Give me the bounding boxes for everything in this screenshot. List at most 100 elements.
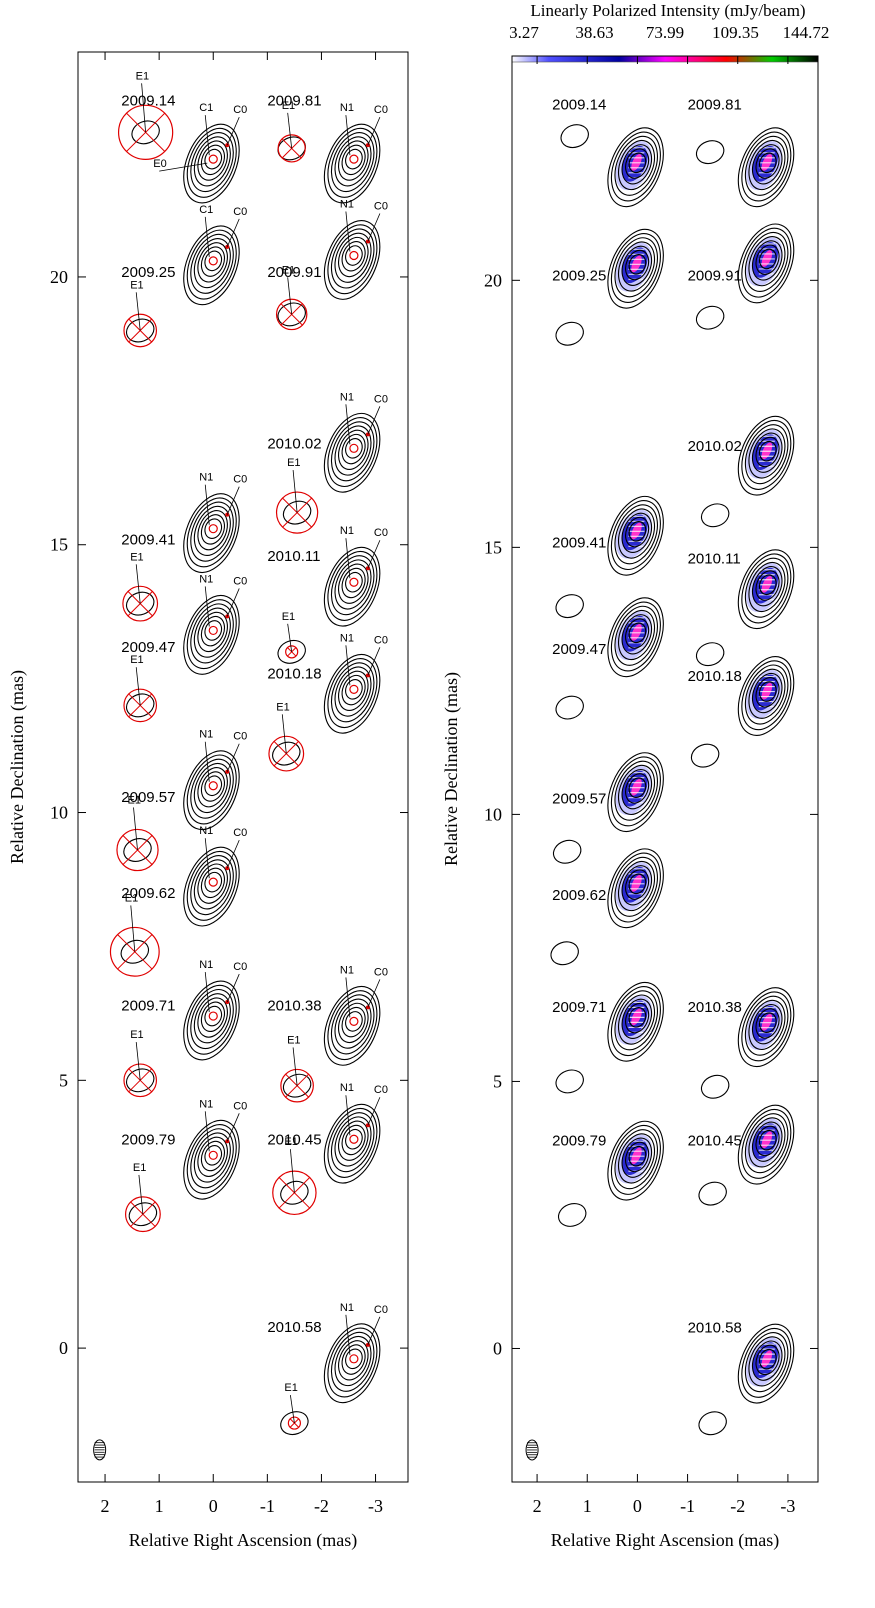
knot-leader: [367, 979, 381, 1008]
contour: [197, 997, 228, 1038]
contour: [614, 1129, 658, 1190]
knot-label: C0: [233, 731, 247, 743]
contour: [125, 318, 155, 343]
x-tick-label: 2: [101, 1496, 110, 1516]
knot-leader: [226, 1113, 240, 1142]
contour: [607, 495, 664, 576]
epoch-label: 2010.02: [688, 438, 742, 455]
component-marker: [208, 781, 218, 791]
contour: [748, 1336, 786, 1387]
contour: [186, 984, 237, 1055]
contour: [334, 1335, 372, 1387]
contour: [607, 752, 664, 833]
contour: [621, 614, 653, 655]
contour: [621, 769, 653, 810]
colorbar-tick-label: 144.72: [783, 23, 830, 42]
knot-label: C0: [233, 575, 247, 587]
contour: [345, 438, 363, 459]
contour: [555, 1069, 584, 1094]
contour: [330, 228, 375, 289]
epoch-label: 2010.58: [267, 1319, 321, 1336]
contour: [193, 859, 231, 910]
knot-leader: [367, 213, 381, 242]
contour: [341, 1006, 366, 1038]
contour: [610, 1124, 661, 1195]
contour: [755, 1125, 780, 1157]
component-marker: [208, 625, 218, 636]
contour: [695, 642, 725, 667]
knot-leader: [135, 667, 141, 706]
epoch-label: 2010.02: [267, 435, 321, 452]
epoch-group: 2009.41: [552, 495, 664, 619]
contour: [614, 856, 658, 917]
contour: [186, 127, 237, 198]
epoch-group: 2010.38: [688, 987, 795, 1099]
contour: [277, 302, 306, 327]
component-marker: [208, 256, 218, 266]
epoch-group: 2009.57 N1 C0 E1: [116, 729, 247, 872]
contour: [197, 242, 228, 283]
contour: [744, 557, 789, 618]
knot-leader: [367, 647, 381, 676]
contour: [280, 1180, 309, 1205]
knot-leader: [345, 977, 351, 1018]
contour: [204, 775, 223, 797]
knot-label: C0: [233, 827, 247, 839]
contour: [204, 1005, 223, 1027]
knot-leader: [345, 1095, 351, 1136]
component-marker: [123, 1063, 158, 1098]
knot-label: N1: [340, 525, 354, 537]
contour: [755, 244, 780, 275]
contour: [560, 124, 589, 149]
epoch-label: 2009.25: [552, 267, 606, 284]
contour: [330, 1331, 375, 1392]
knot-label: C0: [233, 474, 247, 486]
knot-label: C0: [233, 961, 247, 973]
contour: [625, 1002, 650, 1034]
epoch-label: 2009.47: [121, 639, 175, 656]
y-tick-label: 20: [484, 270, 502, 290]
knot-leader: [135, 292, 141, 331]
contour: [197, 140, 228, 181]
knot-leader: [226, 116, 240, 146]
knot-label: E1: [136, 70, 149, 82]
epoch-label: 2010.58: [688, 1319, 742, 1336]
contour: [183, 123, 240, 204]
contour: [555, 321, 584, 346]
contour: [272, 741, 301, 766]
contour: [186, 497, 237, 568]
contour: [345, 245, 363, 266]
contour: [621, 144, 653, 185]
contour: [334, 998, 372, 1049]
knot-leader: [130, 905, 136, 952]
contour: [341, 674, 366, 706]
contour: [614, 237, 658, 298]
contour: [190, 758, 234, 819]
knot-leader: [345, 538, 351, 579]
knot-leader: [204, 586, 210, 627]
epoch-group: 2010.18: [688, 656, 795, 768]
epoch-label: 2009.62: [552, 887, 606, 904]
component-marker: [275, 298, 308, 331]
contour: [345, 679, 363, 700]
contour: [741, 419, 792, 490]
contour: [625, 618, 650, 649]
contour: [193, 505, 231, 556]
contour: [345, 148, 363, 170]
contour: [204, 871, 223, 893]
contour: [186, 754, 237, 825]
contour: [120, 939, 150, 964]
epoch-label: 2009.91: [267, 264, 321, 281]
component-cross: [128, 1068, 152, 1093]
contour: [614, 605, 658, 666]
contour: [628, 521, 647, 542]
contour: [204, 148, 223, 170]
contour: [737, 223, 795, 304]
contour: [193, 238, 231, 289]
contour: [183, 493, 240, 573]
contour: [628, 777, 647, 798]
colorbar: Linearly Polarized Intensity (mJy/beam) …: [509, 1, 830, 63]
contour: [125, 693, 155, 718]
epoch-group: 2009.25 C1 C0 E1: [121, 204, 247, 348]
